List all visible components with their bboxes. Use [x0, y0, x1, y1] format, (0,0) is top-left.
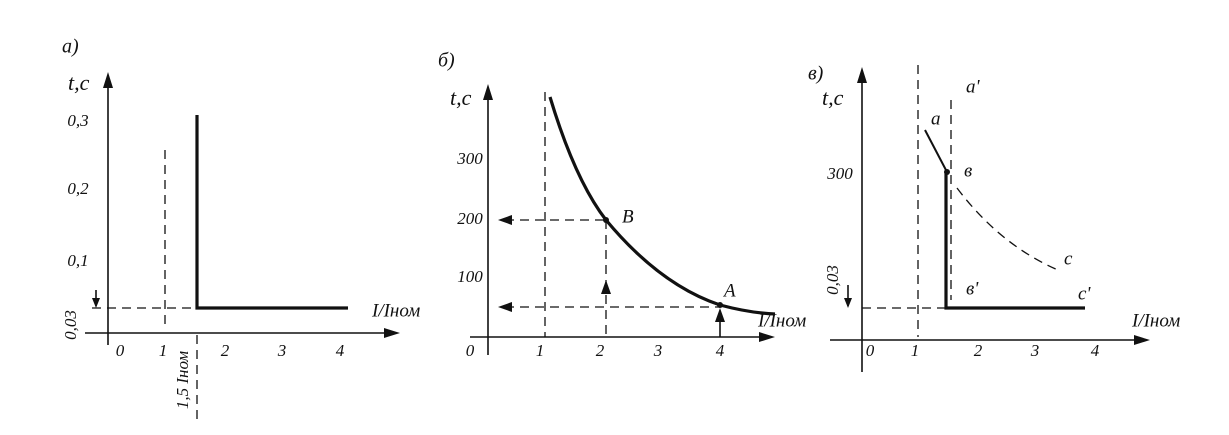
x-tick-label: 1	[536, 341, 545, 360]
x-tick-label: 4	[1091, 341, 1100, 360]
x-tick-label: 0	[116, 341, 125, 360]
arrow	[844, 298, 852, 308]
arrow	[715, 308, 725, 322]
y-tick-label: 0,3	[67, 111, 88, 130]
point	[944, 169, 950, 175]
y-tick-label: 100	[457, 267, 483, 286]
point-label: B	[622, 206, 634, 227]
x-tick-label: 4	[336, 341, 345, 360]
point	[603, 217, 609, 223]
y-tick-label: 0,03	[823, 265, 842, 295]
panel-label: б)	[438, 50, 455, 72]
arrow	[483, 84, 493, 100]
panel-b	[470, 84, 776, 355]
point-label: в	[964, 160, 972, 181]
y-tick-label: 300	[456, 149, 483, 168]
panel-label: в)	[808, 63, 824, 85]
dashed-curve	[956, 187, 1059, 271]
x-tick-label: 3	[1030, 341, 1040, 360]
x-tick-label: 3	[653, 341, 663, 360]
y-axis-label: t,c	[822, 85, 844, 110]
curve	[548, 96, 776, 316]
y-tick-label: 200	[457, 209, 483, 228]
x-tick-label: 2	[974, 341, 983, 360]
y-tick-label: 0,1	[67, 251, 88, 270]
x-tick-label: 2	[221, 341, 230, 360]
point-label: c	[1064, 248, 1073, 269]
characteristic	[195, 115, 348, 310]
y-tick-label: 300	[826, 164, 853, 183]
x-tick-label: 4	[716, 341, 725, 360]
x-tick-label: 1	[911, 341, 920, 360]
arrow	[1134, 335, 1150, 345]
point-label: c'	[1078, 283, 1091, 304]
arrow	[857, 67, 867, 83]
y-tick-label: 0,2	[67, 179, 89, 198]
x-tick-label: 0	[866, 341, 875, 360]
y-axis-label: t,c	[68, 70, 90, 95]
annotation: 1,5 Iном	[173, 351, 192, 409]
x-axis-label: I/Iном	[371, 300, 420, 321]
arrow	[759, 332, 775, 342]
point-label: a	[931, 108, 941, 129]
panel-label: а)	[62, 36, 79, 58]
arrow	[498, 215, 512, 225]
x-axis-label: I/Iном	[1131, 310, 1180, 331]
point	[717, 302, 723, 308]
x-tick-label: 1	[159, 341, 168, 360]
arrow	[601, 280, 611, 294]
arrow	[103, 72, 113, 88]
arrow	[92, 298, 100, 308]
arrow	[498, 302, 512, 312]
arrow	[384, 328, 400, 338]
point-label: a'	[966, 76, 981, 97]
panel-c	[830, 65, 1150, 372]
x-tick-label: 2	[596, 341, 605, 360]
x-axis-label: I/Iном	[757, 310, 806, 331]
y-tick-label: 0,03	[61, 310, 80, 340]
point-label: A	[722, 280, 736, 301]
x-tick-label: 0	[466, 341, 475, 360]
point-label: в'	[966, 278, 979, 299]
curve	[924, 129, 948, 173]
x-tick-label: 3	[277, 341, 287, 360]
panel-a	[85, 72, 400, 425]
y-axis-label: t,c	[450, 85, 472, 110]
